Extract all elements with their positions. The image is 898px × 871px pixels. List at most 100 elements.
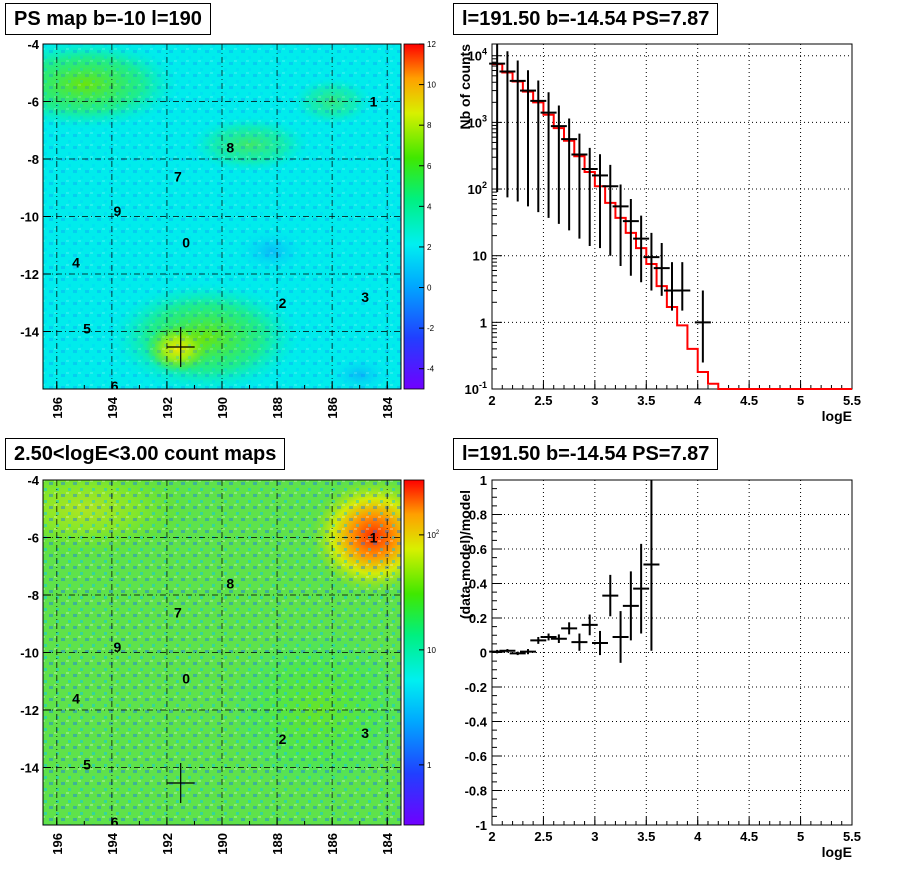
spectrum-data-point [643, 232, 660, 291]
colorbar-tick-label: -2 [427, 324, 435, 333]
colorbar-tick-label: 10 [427, 646, 436, 655]
colorbar-tick-label: 1 [427, 761, 432, 770]
map-x-tick-label: 194 [105, 396, 120, 418]
residual-x-tick-label: 3.5 [637, 829, 655, 844]
source-label-8: 8 [226, 140, 234, 156]
map-y-tick-label: -8 [27, 152, 39, 167]
colorbar: 102 10 1 [403, 479, 440, 826]
spectrum-y-tick-label: 102 [468, 180, 487, 197]
map-y-tick-label: -10 [20, 646, 39, 661]
spectrum-y-axis-label: Nb of counts [457, 44, 473, 130]
residual-y-tick-label: -0.2 [465, 680, 487, 695]
residual-x-tick-label: 5.5 [843, 829, 861, 844]
spectrum-x-tick-label: 4.5 [740, 393, 758, 408]
residual-title: l=191.50 b=-14.54 PS=7.87 [453, 438, 719, 470]
map-x-tick-label: 184 [380, 832, 395, 854]
source-label-2: 2 [279, 295, 287, 311]
map-y-tick-label: -8 [27, 588, 39, 603]
map-x-tick-label: 196 [50, 833, 65, 855]
spectrum-y-tick-label: 10 [473, 249, 487, 264]
residual-data-point [581, 614, 598, 636]
colorbar-gradient [404, 44, 424, 389]
source-label-8: 8 [226, 576, 234, 592]
spectrum-data-point [489, 43, 506, 193]
residual-data-point [540, 633, 557, 641]
spectrum-x-axis-label: logE [822, 408, 852, 424]
residual-x-tick-label: 2 [488, 829, 495, 844]
map2-title: 2.50<logE<3.00 count maps [5, 438, 286, 470]
colorbar-gradient [404, 480, 424, 825]
map-x-tick-label: 186 [325, 397, 340, 419]
source-label-1: 1 [370, 530, 378, 546]
spectrum-x-tick-label: 5.5 [843, 393, 861, 408]
residual-y-tick-label: 0.6 [469, 542, 487, 557]
spectrum-data-point [561, 118, 578, 231]
residual-data-point [592, 630, 608, 656]
spectrum-data-point [581, 147, 598, 246]
spectrum-data-point [540, 92, 557, 218]
residual-data-point [643, 480, 660, 651]
source-label-1: 1 [370, 94, 378, 110]
colorbar-tick-label: 6 [427, 162, 432, 171]
map-x-tick-label: 190 [215, 397, 230, 419]
residual-data-point [561, 622, 578, 635]
source-label-6: 6 [111, 378, 119, 394]
map-y-tick-label: -4 [27, 37, 39, 52]
spectrum-frame [491, 43, 853, 390]
source-label-0: 0 [182, 670, 190, 686]
colorbar-tick-label: 0 [427, 284, 432, 293]
map-y-tick-label: -14 [20, 761, 40, 776]
residual-y-tick-label: -0.6 [465, 749, 487, 764]
residual-x-axis-label: logE [822, 844, 852, 860]
spectrum-x-tick-label: 2.5 [534, 393, 552, 408]
spectrum-data-point [499, 51, 516, 198]
map-x-tick-label: 192 [160, 397, 175, 419]
residual-x-tick-label: 4 [694, 829, 702, 844]
spectrum-data-point [633, 215, 650, 283]
source-label-5: 5 [83, 321, 91, 337]
map-x-tick-label: 190 [215, 833, 230, 855]
residual-data-point [602, 574, 619, 617]
spectrum-data-point [622, 198, 639, 276]
colorbar-tick-label: 4 [427, 202, 432, 211]
spectrum-data-point [653, 243, 670, 296]
map-x-tick-label: 192 [160, 833, 175, 855]
residual-y-tick-label: 1 [480, 473, 487, 488]
source-label-2: 2 [279, 731, 287, 747]
map-y-tick-label: -12 [20, 703, 39, 718]
residual-panel: 2 2.5 3 3.5 4 4.5 5 5.5 -1 -0.8 -0.6 -0.4 -0.2 0 0.2 0.… [457, 473, 861, 860]
source-label-3: 3 [361, 725, 369, 741]
colorbar-tick-label: 8 [427, 121, 432, 130]
source-label-0: 0 [182, 234, 190, 250]
spectrum-data-point [674, 262, 691, 311]
map-x-tick-label: 186 [325, 833, 340, 855]
map-y-tick-label: -6 [27, 531, 39, 546]
residual-data-point [612, 611, 629, 663]
residual-x-tick-label: 2.5 [534, 829, 552, 844]
colorbar-tick-label: 2 [427, 243, 432, 252]
map-x-tick-label: 188 [270, 397, 285, 419]
colorbar: 12 10 8 6 4 2 0 -2 -4 [403, 40, 436, 390]
colorbar-tick-label: -4 [427, 365, 435, 374]
source-label-9: 9 [113, 639, 121, 655]
source-label-5: 5 [83, 757, 91, 773]
residual-x-tick-label: 3 [591, 829, 598, 844]
spectrum-x-tick-label: 2 [488, 393, 495, 408]
residual-data-point [550, 634, 567, 644]
residual-y-tick-label: 0.4 [469, 577, 488, 592]
spectrum-y-tick-label: 104 [468, 47, 487, 64]
residual-y-tick-label: -0.4 [465, 715, 488, 730]
residual-y-axis-label: (data-model)/model [457, 490, 473, 619]
spectrum-data-point [602, 164, 619, 256]
residual-y-tick-label: -0.8 [465, 784, 487, 799]
residual-data-point [571, 633, 588, 651]
map-y-tick-label: -4 [27, 473, 39, 488]
map-y-tick-label: -14 [20, 325, 40, 340]
spectrum-data-point [571, 133, 588, 239]
residual-y-tick-label: 0.8 [469, 508, 487, 523]
colorbar-tick-label: 102 [427, 530, 440, 540]
residual-data-point [633, 543, 650, 634]
residual-y-tick-label: 0.2 [469, 611, 487, 626]
